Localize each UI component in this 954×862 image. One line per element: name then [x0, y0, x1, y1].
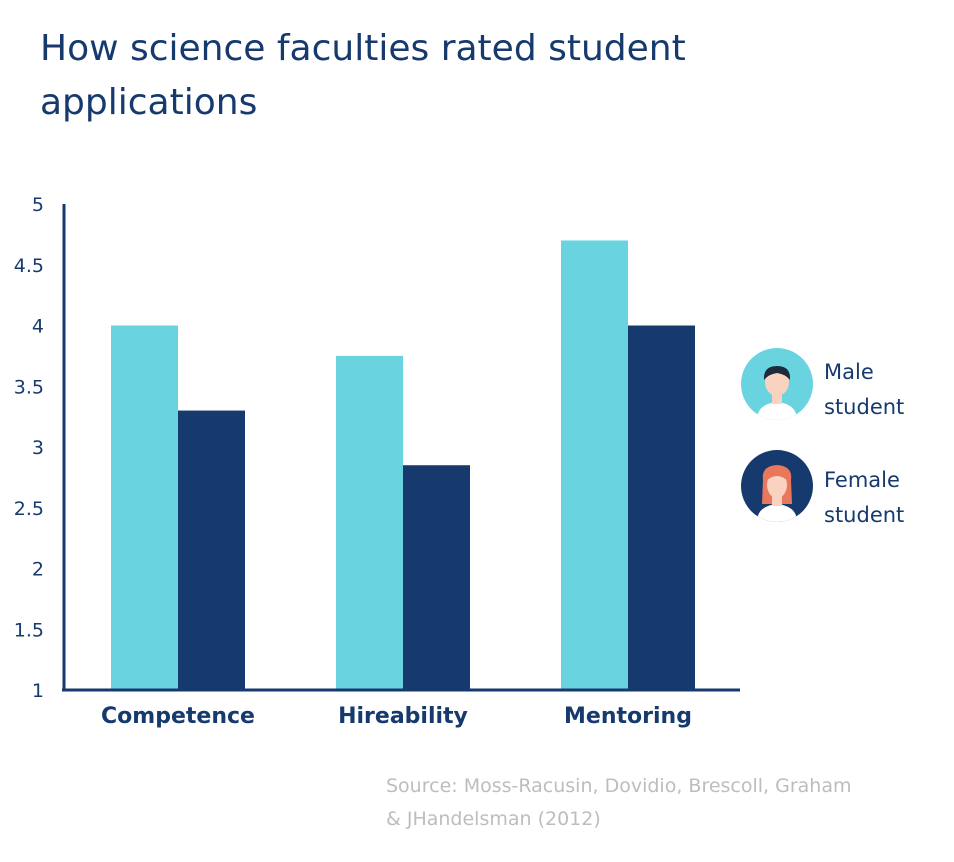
legend-female: Female student: [741, 450, 904, 527]
y-axis-ticks: 1 1.5 2 2.5 3 3.5 4 4.5 5: [14, 194, 44, 702]
legend-female-label-line1: Female: [824, 468, 900, 492]
bar-hireability-female: [403, 465, 470, 690]
bar-hireability-male: [336, 355, 403, 690]
male-avatar-icon: [741, 348, 813, 420]
female-avatar-icon: [741, 450, 813, 522]
y-tick-label: 1: [32, 680, 44, 702]
legend-male-label-line1: Male: [824, 360, 874, 384]
y-tick-label: 1.5: [14, 619, 44, 641]
y-tick-label: 5: [32, 194, 44, 216]
y-tick-label: 3.5: [14, 376, 44, 398]
bar-mentoring-female: [628, 325, 695, 690]
source-note: Source: Moss-Racusin, Dovidio, Brescoll,…: [386, 775, 852, 830]
bar-competence-female: [178, 410, 245, 690]
bar-competence-male: [111, 325, 178, 690]
x-tick-label: Hireability: [338, 704, 468, 729]
bar-mentoring-male: [561, 240, 628, 690]
y-tick-label: 2: [32, 559, 44, 581]
y-tick-label: 2.5: [14, 498, 44, 520]
legend-female-label-line2: student: [824, 503, 904, 527]
x-axis-ticks: Competence Hireability Mentoring: [101, 704, 692, 729]
legend: Male student Female student: [741, 348, 904, 527]
y-tick-label: 4.5: [14, 255, 44, 277]
legend-male-label-line2: student: [824, 395, 904, 419]
x-tick-label: Mentoring: [564, 704, 692, 729]
y-tick-label: 3: [32, 437, 44, 459]
bars: [111, 240, 695, 690]
legend-male: Male student: [741, 348, 904, 420]
y-tick-label: 4: [32, 316, 44, 338]
x-tick-label: Competence: [101, 704, 255, 729]
chart-title: How science faculties rated student appl…: [40, 28, 686, 123]
